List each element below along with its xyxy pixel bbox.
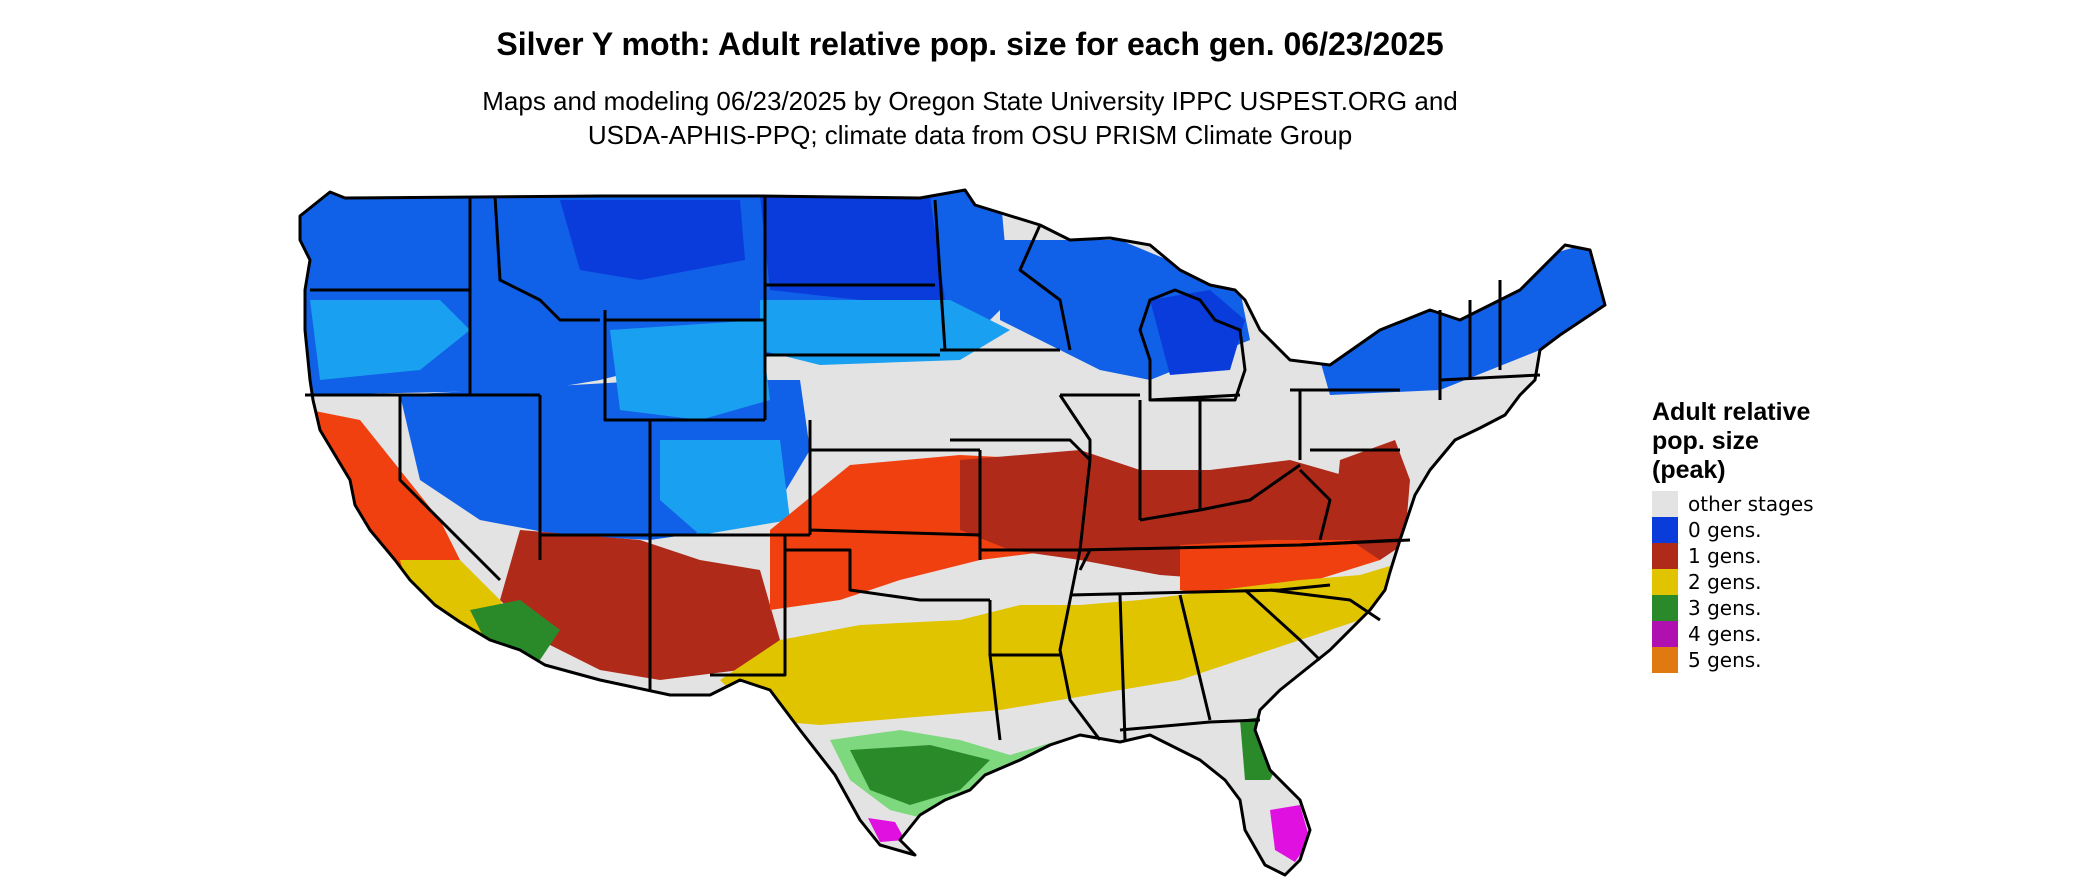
border-fl-north [1119,718,1261,732]
legend-item-0-gens: 0 gens. [1652,517,1912,543]
border-wy-south [603,310,765,422]
legend-label: 2 gens. [1688,570,1762,594]
legend-item-5-gens: 5 gens. [1652,647,1912,673]
national-outline [298,188,1607,877]
border-wv-va [1298,468,1332,541]
legend-title-line-2: pop. size [1652,427,1759,455]
region-1-gens-midatlantic [1330,440,1410,560]
border-ohio-river [1139,463,1301,522]
legend-swatch [1652,569,1678,595]
border-nv-ca [398,395,502,582]
border-id-mt [493,195,600,322]
subtitle-line-2: USDA-APHIS-PPQ; climate data from OSU PR… [587,120,1353,150]
legend-item-other-stages: other stages [1652,491,1912,517]
legend-label: 5 gens. [1688,648,1762,672]
legend-item-2-gens: 2 gens. [1652,569,1912,595]
map-legend: Adult relative pop. size (peak) other st… [1652,398,1912,673]
region-0-gens-light-colorado [660,440,790,535]
legend-label: 3 gens. [1688,596,1762,620]
region-2-gens-south-band [720,560,1420,725]
border-la-tx [988,654,1002,741]
legend-swatch [1652,517,1678,543]
map-title: Silver Y moth: Adult relative pop. size … [496,26,1444,62]
border-ok-tx [785,548,990,602]
legend-label: 1 gens. [1688,544,1762,568]
border-nc-sc [1269,588,1381,622]
border-ma-south [1439,373,1541,382]
border-mn-west [933,199,947,351]
border-ms-river [1058,459,1102,741]
subtitle-line-1: Maps and modeling 06/23/2025 by Oregon S… [482,86,1458,116]
region-0-gens-light-oregon [310,300,470,380]
state-borders [298,188,1607,877]
border-al-ga [1178,594,1212,721]
border-ia-mo [950,438,1092,462]
legend-title-line-1: Adult relative [1652,398,1811,426]
region-0-gens-dark-dakotas [760,196,945,300]
region-1-gens-southwest [500,530,780,680]
legend-item-1-gens: 1 gens. [1652,543,1912,569]
border-nm-tx [710,535,787,677]
region-4-gens-south-texas [868,818,905,842]
legend-title: Adult relative pop. size (peak) [1652,398,1912,485]
border-mn-wi [1018,224,1072,351]
border-va-nc [1299,538,1411,547]
map-subtitle: Maps and modeling 06/23/2025 by Oregon S… [0,84,1940,152]
region-0-gens-light-wyoming [610,320,770,420]
border-il-river [1058,394,1092,460]
region-0-gens-dark-montana [560,200,745,280]
region-4-gens-south-florida [1270,805,1310,862]
region-0-gens-dark-michigan [1150,290,1245,375]
border-ms-al [1118,594,1127,741]
legend-label: 4 gens. [1688,622,1762,646]
michigan-lower-peninsula [1138,288,1247,402]
border-ga-sc [1243,588,1322,662]
legend-swatch [1652,595,1678,621]
legend-label: 0 gens. [1688,518,1762,542]
legend-label: other stages [1688,492,1814,516]
legend-swatch [1652,647,1678,673]
legend-swatch [1652,621,1678,647]
legend-swatch [1652,491,1678,517]
legend-items: other stages 0 gens. 1 gens. 2 gens. 3 g… [1652,491,1912,673]
region-1-gens-appalachia [1180,540,1380,600]
legend-item-4-gens: 4 gens. [1652,621,1912,647]
border-ks-ok [809,528,981,537]
legend-swatch [1652,543,1678,569]
legend-item-3-gens: 3 gens. [1652,595,1912,621]
legend-title-line-3: (peak) [1652,456,1726,484]
region-3-gens-texas-dark [850,745,990,805]
